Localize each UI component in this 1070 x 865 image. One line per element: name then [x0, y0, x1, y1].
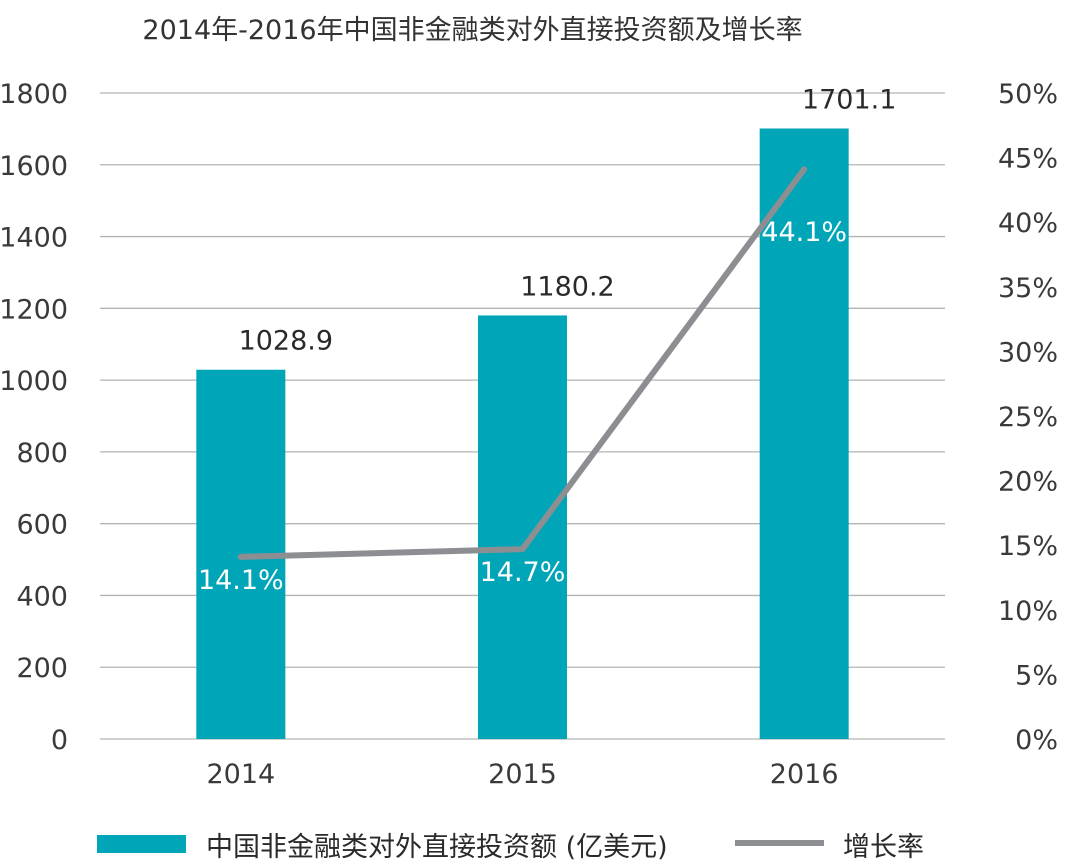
legend: 中国非金融类对外直接投资额 (亿美元) 增长率: [97, 832, 924, 863]
left-tick-label: 600: [16, 510, 68, 541]
right-tick-label: 35%: [998, 273, 1058, 304]
bar-series: [196, 128, 849, 739]
left-tick-label: 1400: [0, 223, 68, 254]
left-tick-label: 400: [16, 581, 68, 612]
legend-bar-label: 中国非金融类对外直接投资额 (亿美元): [206, 832, 668, 863]
left-tick-label: 1600: [0, 151, 68, 182]
right-tick-label: 45%: [998, 144, 1058, 175]
x-tick-label: 2014: [206, 759, 275, 790]
right-tick-label: 25%: [998, 402, 1058, 433]
chart-title: 2014年-2016年中国非金融类对外直接投资额及增长率: [142, 15, 803, 46]
bar-value-label: 1701.1: [802, 84, 896, 115]
bar-2015: [478, 315, 567, 739]
right-tick-label: 30%: [998, 337, 1058, 368]
right-y-axis: 0% 5% 10% 15% 20% 25% 30% 35% 40% 45% 50%: [998, 79, 1058, 756]
x-axis: 2014 2015 2016: [206, 759, 838, 790]
x-tick-label: 2015: [488, 759, 557, 790]
right-tick-label: 20%: [998, 467, 1058, 498]
right-tick-label: 40%: [998, 208, 1058, 239]
left-tick-label: 0: [51, 725, 68, 756]
x-tick-label: 2016: [770, 759, 839, 790]
legend-line-label: 增长率: [843, 832, 924, 863]
growth-line-series: [237, 166, 808, 560]
bar-value-label: 1028.9: [239, 326, 333, 357]
left-tick-label: 800: [16, 438, 68, 469]
left-tick-label: 200: [16, 653, 68, 684]
legend-bar-swatch: [97, 835, 186, 853]
bar-2016: [759, 128, 849, 739]
left-tick-label: 1800: [0, 79, 68, 110]
right-tick-label: 0%: [1015, 725, 1058, 756]
right-tick-label: 10%: [998, 596, 1058, 627]
growth-rate-label: 44.1%: [761, 217, 847, 248]
left-tick-label: 1000: [0, 366, 68, 397]
growth-rate-label: 14.7%: [480, 557, 566, 588]
left-tick-label: 1200: [0, 294, 68, 325]
right-tick-label: 15%: [998, 531, 1058, 562]
bar-value-label: 1180.2: [520, 271, 614, 302]
right-tick-label: 50%: [998, 79, 1058, 110]
growth-rate-label: 14.1%: [198, 565, 284, 596]
data-labels: 1028.9 1180.2 1701.1 14.1% 14.7% 44.1%: [198, 84, 896, 595]
right-tick-label: 5%: [1015, 660, 1058, 691]
left-y-axis: 0 200 400 600 800 1000 1200 1400 1600 1800: [0, 79, 68, 756]
